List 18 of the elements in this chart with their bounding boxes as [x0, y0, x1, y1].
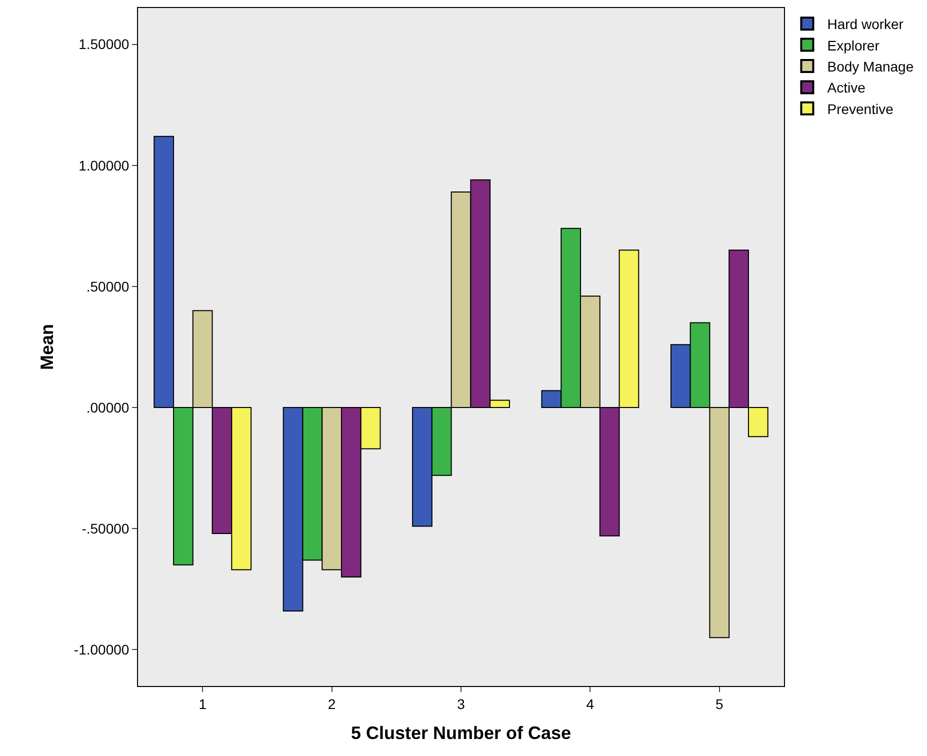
x-axis-title: 5 Cluster Number of Case: [350, 722, 572, 743]
y-tick-label: -.50000: [82, 520, 130, 537]
legend-label: Explorer: [827, 37, 880, 54]
x-tick-label: 2: [328, 696, 336, 712]
legend-label: Active: [827, 80, 866, 96]
legend-label: Hard worker: [827, 16, 904, 32]
x-tick-label: 3: [457, 696, 466, 712]
y-tick-label: .50000: [86, 278, 130, 294]
y-tick-label: -1.00000: [74, 642, 130, 658]
y-axis-title: Mean: [37, 324, 58, 370]
legend-label: Preventive: [827, 100, 894, 117]
y-tick-label: 1.00000: [78, 157, 130, 174]
x-tick-label: 4: [586, 696, 594, 712]
legend-label: Body Manage: [827, 58, 914, 74]
x-tick-label: 1: [198, 696, 207, 712]
y-tick-label: .00000: [86, 399, 130, 416]
y-tick-label: 1.50000: [78, 36, 130, 52]
x-tick-label: 5: [716, 696, 724, 712]
